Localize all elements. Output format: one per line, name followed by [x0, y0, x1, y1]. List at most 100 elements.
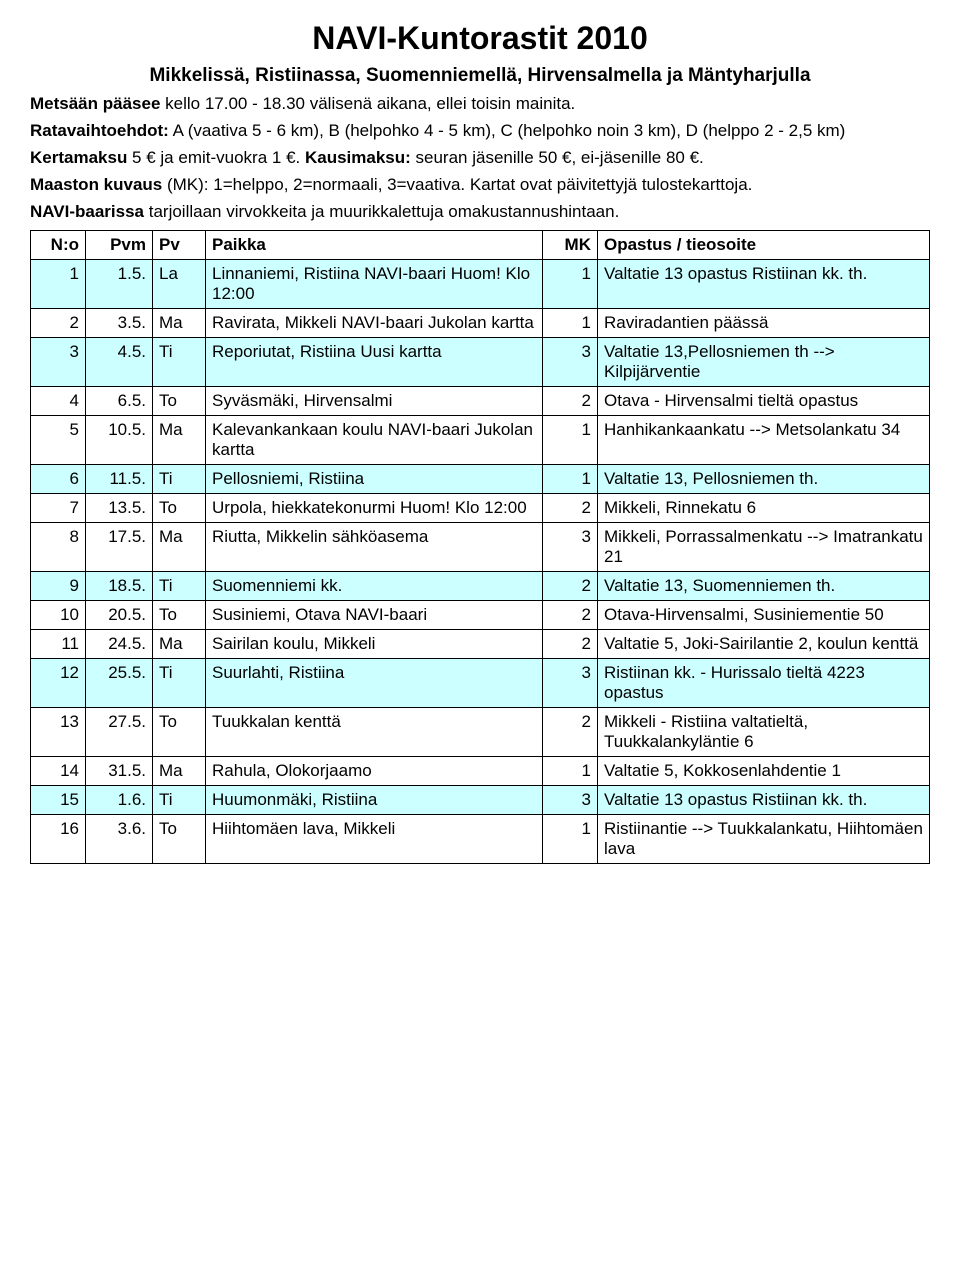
cell-opastus: Otava-Hirvensalmi, Susiniementie 50 — [598, 600, 930, 629]
cell-mk: 3 — [543, 785, 598, 814]
cell-mk: 2 — [543, 493, 598, 522]
cell-pvm: 11.5. — [86, 464, 153, 493]
table-row: 713.5.ToUrpola, hiekkatekonurmi Huom! Kl… — [31, 493, 930, 522]
cell-paikka: Kalevankankaan koulu NAVI-baari Jukolan … — [206, 415, 543, 464]
table-row: 1020.5.ToSusiniemi, Otava NAVI-baari2Ota… — [31, 600, 930, 629]
table-row: 510.5.MaKalevankankaan koulu NAVI-baari … — [31, 415, 930, 464]
cell-no: 2 — [31, 308, 86, 337]
cell-no: 12 — [31, 658, 86, 707]
cell-opastus: Mikkeli - Ristiina valtatieltä, Tuukkala… — [598, 707, 930, 756]
cell-paikka: Tuukkalan kenttä — [206, 707, 543, 756]
cell-no: 14 — [31, 756, 86, 785]
cell-no: 6 — [31, 464, 86, 493]
cell-paikka: Riutta, Mikkelin sähköasema — [206, 522, 543, 571]
col-header-pv: Pv — [153, 230, 206, 259]
cell-pvm: 20.5. — [86, 600, 153, 629]
table-row: 817.5.MaRiutta, Mikkelin sähköasema3Mikk… — [31, 522, 930, 571]
cell-no: 8 — [31, 522, 86, 571]
page-title: NAVI-Kuntorastit 2010 — [30, 20, 930, 57]
cell-paikka: Linnaniemi, Ristiina NAVI-baari Huom! Kl… — [206, 259, 543, 308]
cell-paikka: Suomenniemi kk. — [206, 571, 543, 600]
cell-no: 9 — [31, 571, 86, 600]
cell-pvm: 24.5. — [86, 629, 153, 658]
cell-mk: 1 — [543, 464, 598, 493]
cell-pvm: 27.5. — [86, 707, 153, 756]
col-header-no: N:o — [31, 230, 86, 259]
cell-pv: Ma — [153, 522, 206, 571]
cell-pv: Ma — [153, 308, 206, 337]
cell-pvm: 31.5. — [86, 756, 153, 785]
cell-paikka: Suurlahti, Ristiina — [206, 658, 543, 707]
table-row: 1327.5.ToTuukkalan kenttä2Mikkeli - Rist… — [31, 707, 930, 756]
cell-no: 13 — [31, 707, 86, 756]
cell-opastus: Otava - Hirvensalmi tieltä opastus — [598, 386, 930, 415]
cell-no: 5 — [31, 415, 86, 464]
cell-pvm: 3.6. — [86, 814, 153, 863]
cell-pv: Ma — [153, 629, 206, 658]
cell-pv: Ti — [153, 464, 206, 493]
cell-mk: 1 — [543, 814, 598, 863]
cell-opastus: Valtatie 13, Pellosniemen th. — [598, 464, 930, 493]
cell-pv: To — [153, 707, 206, 756]
cell-no: 3 — [31, 337, 86, 386]
cell-opastus: Ristiinan kk. - Hurissalo tieltä 4223 op… — [598, 658, 930, 707]
table-row: 11.5.LaLinnaniemi, Ristiina NAVI-baari H… — [31, 259, 930, 308]
cell-opastus: Valtatie 5, Joki-Sairilantie 2, koulun k… — [598, 629, 930, 658]
intro-line: Maaston kuvaus (MK): 1=helppo, 2=normaal… — [30, 174, 930, 197]
cell-pv: To — [153, 386, 206, 415]
table-row: 151.6.TiHuumonmäki, Ristiina3Valtatie 13… — [31, 785, 930, 814]
schedule-table: N:o Pvm Pv Paikka MK Opastus / tieosoite… — [30, 230, 930, 864]
cell-opastus: Hanhikankaankatu --> Metsolankatu 34 — [598, 415, 930, 464]
cell-paikka: Ravirata, Mikkeli NAVI-baari Jukolan kar… — [206, 308, 543, 337]
cell-paikka: Reporiutat, Ristiina Uusi kartta — [206, 337, 543, 386]
cell-paikka: Pellosniemi, Ristiina — [206, 464, 543, 493]
cell-pv: La — [153, 259, 206, 308]
cell-mk: 1 — [543, 756, 598, 785]
cell-no: 15 — [31, 785, 86, 814]
intro-line: Ratavaihtoehdot: A (vaativa 5 - 6 km), B… — [30, 120, 930, 143]
cell-pvm: 17.5. — [86, 522, 153, 571]
cell-opastus: Ristiinantie --> Tuukkalankatu, Hiihtomä… — [598, 814, 930, 863]
cell-no: 10 — [31, 600, 86, 629]
cell-mk: 2 — [543, 629, 598, 658]
table-row: 1431.5.MaRahula, Olokorjaamo1Valtatie 5,… — [31, 756, 930, 785]
cell-mk: 2 — [543, 707, 598, 756]
cell-opastus: Valtatie 13 opastus Ristiinan kk. th. — [598, 785, 930, 814]
cell-opastus: Mikkeli, Rinnekatu 6 — [598, 493, 930, 522]
cell-paikka: Rahula, Olokorjaamo — [206, 756, 543, 785]
table-row: 611.5.TiPellosniemi, Ristiina1Valtatie 1… — [31, 464, 930, 493]
cell-mk: 2 — [543, 386, 598, 415]
cell-pvm: 1.5. — [86, 259, 153, 308]
intro-text: Metsään pääsee kello 17.00 - 18.30 välis… — [30, 93, 930, 224]
col-header-pvm: Pvm — [86, 230, 153, 259]
cell-pv: Ti — [153, 658, 206, 707]
cell-mk: 2 — [543, 600, 598, 629]
cell-no: 4 — [31, 386, 86, 415]
cell-opastus: Mikkeli, Porrassalmenkatu --> Imatrankat… — [598, 522, 930, 571]
cell-pvm: 10.5. — [86, 415, 153, 464]
col-header-mk: MK — [543, 230, 598, 259]
cell-pv: To — [153, 600, 206, 629]
table-row: 34.5.TiReporiutat, Ristiina Uusi kartta3… — [31, 337, 930, 386]
cell-pvm: 1.6. — [86, 785, 153, 814]
cell-paikka: Huumonmäki, Ristiina — [206, 785, 543, 814]
cell-no: 1 — [31, 259, 86, 308]
cell-pv: To — [153, 814, 206, 863]
cell-paikka: Syväsmäki, Hirvensalmi — [206, 386, 543, 415]
cell-pv: To — [153, 493, 206, 522]
cell-opastus: Valtatie 5, Kokkosenlahdentie 1 — [598, 756, 930, 785]
col-header-paikka: Paikka — [206, 230, 543, 259]
cell-opastus: Raviradantien päässä — [598, 308, 930, 337]
table-row: 1124.5.MaSairilan koulu, Mikkeli2Valtati… — [31, 629, 930, 658]
col-header-opastus: Opastus / tieosoite — [598, 230, 930, 259]
cell-mk: 3 — [543, 337, 598, 386]
cell-pvm: 4.5. — [86, 337, 153, 386]
cell-paikka: Sairilan koulu, Mikkeli — [206, 629, 543, 658]
table-row: 23.5.MaRavirata, Mikkeli NAVI-baari Juko… — [31, 308, 930, 337]
cell-mk: 1 — [543, 415, 598, 464]
intro-line: NAVI-baarissa tarjoillaan virvokkeita ja… — [30, 201, 930, 224]
cell-paikka: Susiniemi, Otava NAVI-baari — [206, 600, 543, 629]
cell-paikka: Urpola, hiekkatekonurmi Huom! Klo 12:00 — [206, 493, 543, 522]
cell-pvm: 13.5. — [86, 493, 153, 522]
cell-pvm: 3.5. — [86, 308, 153, 337]
